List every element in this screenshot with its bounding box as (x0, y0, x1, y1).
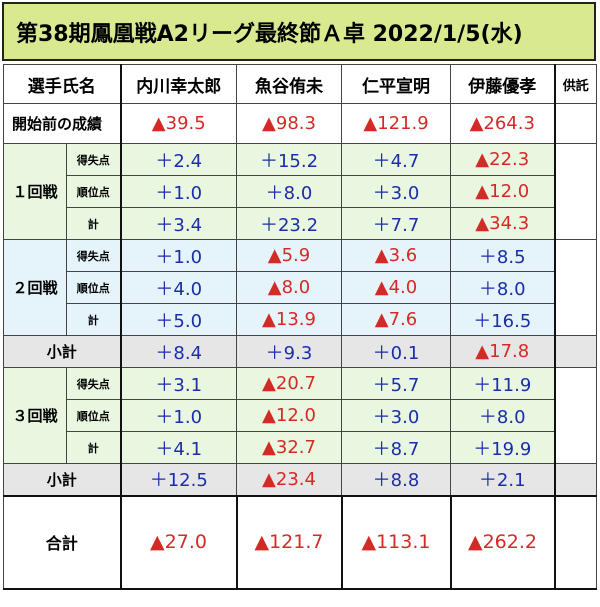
cell-value: ＋23.2 (236, 207, 342, 240)
cell-value: ▲12.0 (450, 175, 556, 208)
total-value: ▲121.7 (236, 494, 343, 590)
kyotaku-cell (554, 103, 597, 144)
cell-value: ＋3.4 (119, 207, 237, 240)
cell-value: ＋19.9 (450, 431, 556, 464)
round2-rank-row: 順位点 ＋4.0 ▲8.0 ▲4.0 ＋8.0 (4, 271, 597, 304)
cell-value: ▲34.3 (450, 207, 556, 240)
cell-value: ＋4.7 (341, 143, 451, 176)
rank-label: 順位点 (66, 271, 121, 304)
player-name: 魚谷侑未 (236, 64, 342, 104)
cell-value: ＋8.0 (450, 271, 556, 304)
player-name: 仁平宣明 (341, 64, 451, 104)
subtotal-row: 小計 ＋8.4 ＋9.3 ＋0.1 ▲17.8 (3, 335, 597, 368)
rank-label: 順位点 (66, 175, 121, 208)
cell-value: ▲5.9 (236, 239, 342, 272)
sum-label: 計 (66, 207, 121, 240)
cell-value: ＋1.0 (119, 399, 237, 432)
round1-rank-row: 順位点 ＋1.0 ＋8.0 ＋3.0 ▲12.0 (4, 175, 597, 208)
before-label: 開始前の成績 (3, 103, 121, 144)
cell-value: ▲12.0 (236, 399, 342, 432)
cell-value: ＋12.5 (119, 463, 237, 496)
before-value: ▲121.9 (341, 103, 451, 144)
cell-value: ＋3.0 (341, 175, 451, 208)
cell-value: ＋8.0 (236, 175, 342, 208)
before-value: ▲39.5 (119, 103, 237, 144)
subtotal-label: 小計 (3, 463, 121, 496)
cell-value: ▲8.0 (236, 271, 342, 304)
player-name: 内川幸太郎 (119, 64, 237, 104)
page-title: 第38期鳳凰戦A2リーグ最終節Ａ卓 2022/1/5(水) (2, 2, 596, 61)
round1-score-row: １回戦 得失点 ＋2.4 ＋15.2 ＋4.7 ▲22.3 (3, 143, 597, 240)
cell-value: ▲20.7 (236, 367, 342, 400)
kyotaku-cell (554, 367, 597, 464)
score-table: 選手氏名 内川幸太郎 魚谷侑未 仁平宣明 伊藤優孝 供託 開始前の成績 ▲39.… (3, 64, 597, 590)
round3-rank-row: 順位点 ＋1.0 ▲12.0 ＋3.0 ＋8.0 (4, 399, 597, 432)
round2-label: ２回戦 (3, 239, 67, 336)
cell-value: ＋9.3 (236, 335, 342, 368)
cell-value: ＋7.7 (341, 207, 451, 240)
rank-label: 順位点 (66, 399, 121, 432)
cell-value: ＋11.9 (450, 367, 556, 400)
kyotaku-cell (554, 494, 597, 590)
cell-value: ＋5.7 (341, 367, 451, 400)
cell-value: ＋4.1 (119, 431, 237, 464)
cell-value: ＋2.4 (119, 143, 237, 176)
cell-value: ＋8.4 (119, 335, 237, 368)
cell-value: ＋8.7 (341, 431, 451, 464)
cell-value: ＋3.0 (341, 399, 451, 432)
round3-score-row: ３回戦 得失点 ＋3.1 ▲20.7 ＋5.7 ＋11.9 (3, 367, 597, 464)
cell-value: ＋8.0 (450, 399, 556, 432)
round3-sum-row: 計 ＋4.1 ▲32.7 ＋8.7 ＋19.9 (4, 431, 597, 464)
cell-value: ▲7.6 (341, 303, 451, 336)
total-row: 合計 ▲27.0 ▲121.7 ▲113.1 ▲262.2 (3, 494, 597, 590)
sum-label: 計 (66, 431, 121, 464)
cell-value: ▲3.6 (341, 239, 451, 272)
round1-label: １回戦 (3, 143, 67, 240)
kyotaku-cell (554, 335, 597, 368)
before-value: ▲98.3 (236, 103, 342, 144)
score-label: 得失点 (66, 239, 121, 272)
name-header: 選手氏名 (3, 64, 121, 104)
cell-value: ▲32.7 (236, 431, 342, 464)
cell-value: ＋16.5 (450, 303, 556, 336)
cell-value: ▲4.0 (341, 271, 451, 304)
total-label: 合計 (3, 494, 121, 590)
subtotal-label: 小計 (3, 335, 121, 368)
cell-value: ▲13.9 (236, 303, 342, 336)
player-name: 伊藤優孝 (450, 64, 556, 104)
sum-label: 計 (66, 303, 121, 336)
cell-value: ▲23.4 (236, 463, 342, 496)
cell-value: ＋5.0 (119, 303, 237, 336)
kyotaku-cell (554, 143, 597, 240)
cell-value: ＋3.1 (119, 367, 237, 400)
cell-value: ▲22.3 (450, 143, 556, 176)
cell-value: ＋4.0 (119, 271, 237, 304)
round2-sum-row: 計 ＋5.0 ▲13.9 ▲7.6 ＋16.5 (4, 303, 597, 336)
total-value: ▲262.2 (450, 494, 556, 590)
kyotaku-header: 供託 (554, 64, 597, 104)
header-row: 選手氏名 内川幸太郎 魚谷侑未 仁平宣明 伊藤優孝 供託 (3, 64, 597, 104)
cell-value: ＋0.1 (341, 335, 451, 368)
total-value: ▲27.0 (119, 494, 238, 590)
round2-score-row: ２回戦 得失点 ＋1.0 ▲5.9 ▲3.6 ＋8.5 (3, 239, 597, 336)
score-label: 得失点 (66, 367, 121, 400)
kyotaku-cell (554, 463, 597, 496)
cell-value: ＋2.1 (450, 463, 556, 496)
round1-sum-row: 計 ＋3.4 ＋23.2 ＋7.7 ▲34.3 (4, 207, 597, 240)
subtotal-row: 小計 ＋12.5 ▲23.4 ＋8.8 ＋2.1 (3, 463, 597, 496)
total-value: ▲113.1 (341, 494, 452, 590)
cell-value: ▲17.8 (450, 335, 556, 368)
cell-value: ＋1.0 (119, 175, 237, 208)
round3-label: ３回戦 (3, 367, 67, 464)
kyotaku-cell (554, 239, 597, 336)
cell-value: ＋8.5 (450, 239, 556, 272)
cell-value: ＋1.0 (119, 239, 237, 272)
before-value: ▲264.3 (450, 103, 556, 144)
cell-value: ＋15.2 (236, 143, 342, 176)
score-label: 得失点 (66, 143, 121, 176)
before-row: 開始前の成績 ▲39.5 ▲98.3 ▲121.9 ▲264.3 (3, 103, 597, 144)
cell-value: ＋8.8 (341, 463, 451, 496)
